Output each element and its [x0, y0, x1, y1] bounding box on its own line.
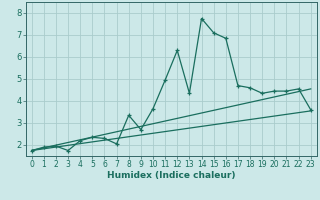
- X-axis label: Humidex (Indice chaleur): Humidex (Indice chaleur): [107, 171, 236, 180]
